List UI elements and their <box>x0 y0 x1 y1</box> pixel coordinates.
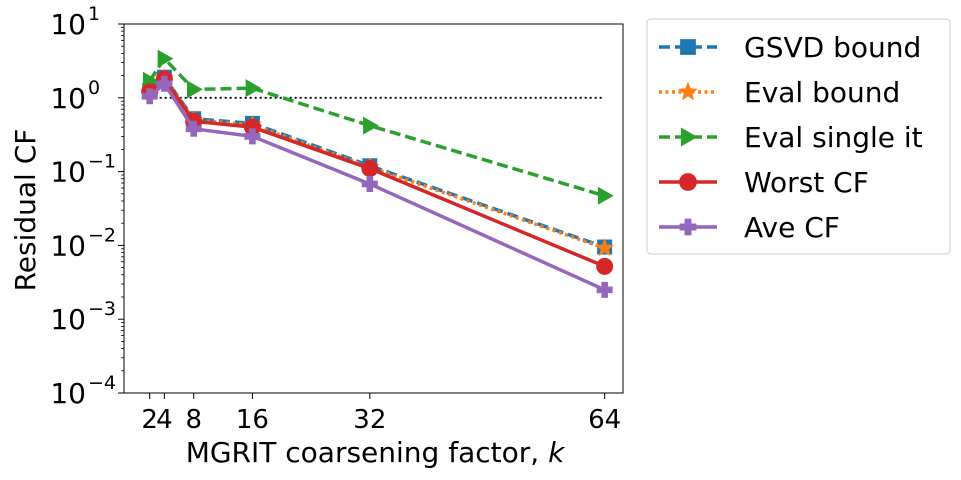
data-point-eval-single-it-64 <box>597 186 614 205</box>
series-ave-cf <box>141 75 613 298</box>
legend-label-eval-single-it: Eval single it <box>744 121 923 154</box>
data-point-eval-single-it-16 <box>245 79 262 98</box>
legend-item-gsvd-bound: GSVD bound <box>659 31 921 64</box>
legend-item-eval-single-it: Eval single it <box>659 121 923 154</box>
legend-marker-gsvd-bound <box>680 39 696 55</box>
legend-item-worst-cf: Worst CF <box>659 166 869 199</box>
x-tick-label-2: 2 <box>141 405 158 435</box>
x-axis-label-variable: k <box>548 436 566 469</box>
data-point-eval-single-it-32 <box>363 116 379 135</box>
y-tick-label-0: 10 <box>50 82 86 115</box>
data-point-ave-cf-2 <box>141 88 158 105</box>
x-axis-label-text: MGRIT coarsening factor, <box>186 436 548 469</box>
legend-label-ave-cf: Ave CF <box>744 211 840 244</box>
x-tick-label-32: 32 <box>353 405 386 435</box>
series-worst-cf <box>141 70 614 275</box>
legend-marker-eval-bound <box>678 81 698 101</box>
y-tick-exponent-−2: −2 <box>88 224 116 246</box>
axes-frame <box>123 23 624 394</box>
legend-marker-ave-cf <box>679 218 697 236</box>
data-point-worst-cf-16 <box>243 118 261 136</box>
legend-marker-worst-cf <box>679 173 697 191</box>
data-point-eval-single-it-8 <box>186 80 203 99</box>
series-line-eval-single-it <box>148 56 606 198</box>
y-tick-label-−1: 10 <box>50 156 86 189</box>
data-point-worst-cf-64 <box>596 257 614 275</box>
series-eval-single-it <box>142 49 614 205</box>
data-point-ave-cf-32 <box>361 175 378 192</box>
data-point-eval-bound-64 <box>595 238 615 257</box>
x-tick-label-8: 8 <box>185 405 202 435</box>
y-tick-exponent-0: 0 <box>88 77 100 99</box>
x-tick-label-64: 64 <box>588 405 621 435</box>
x-tick-label-16: 16 <box>236 405 269 435</box>
y-tick-label-−3: 10 <box>50 303 86 336</box>
y-tick-label-1: 10 <box>50 8 86 41</box>
y-tick-label-−2: 10 <box>50 229 86 262</box>
y-tick-label-−4: 10 <box>50 377 86 410</box>
data-point-ave-cf-64 <box>596 281 613 298</box>
data-point-ave-cf-4 <box>156 75 173 92</box>
x-tick-label-4: 4 <box>156 405 173 435</box>
x-axis-label: MGRIT coarsening factor, k <box>186 436 566 469</box>
legend-frame <box>646 18 951 255</box>
data-point-ave-cf-8 <box>185 120 202 137</box>
y-tick-exponent-−3: −3 <box>88 298 116 320</box>
y-tick-exponent-−4: −4 <box>88 372 116 394</box>
data-point-worst-cf-32 <box>361 160 379 178</box>
legend-item-eval-bound: Eval bound <box>659 76 900 109</box>
y-tick-exponent-−1: −1 <box>88 151 116 173</box>
legend: GSVD bound Eval bound Eval single it Worst … <box>646 18 951 255</box>
data-point-eval-single-it-4 <box>157 49 174 68</box>
plot-area <box>140 49 615 298</box>
y-tick-exponent-1: 1 <box>88 3 100 25</box>
y-axis-label: Residual CF <box>9 129 42 292</box>
legend-label-eval-bound: Eval bound <box>744 76 900 109</box>
legend-label-worst-cf: Worst CF <box>744 166 869 199</box>
legend-marker-eval-single-it <box>680 127 698 147</box>
legend-label-gsvd-bound: GSVD bound <box>744 31 921 64</box>
legend-item-ave-cf: Ave CF <box>659 211 840 244</box>
data-point-ave-cf-16 <box>244 128 261 145</box>
